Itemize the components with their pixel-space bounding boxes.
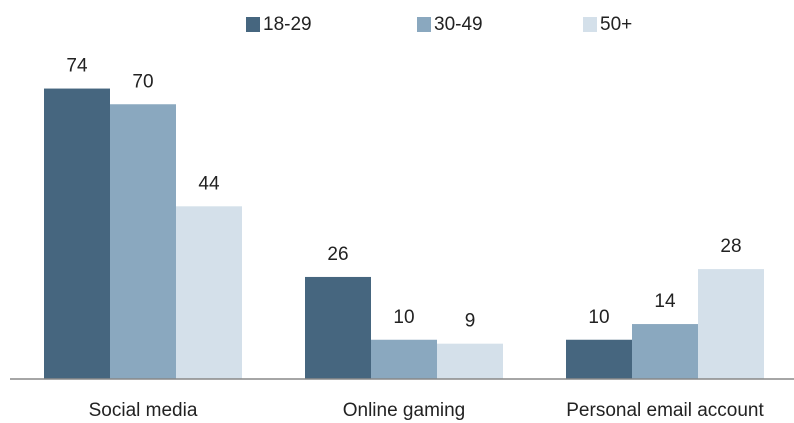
- data-label: 9: [465, 311, 476, 332]
- data-label: 28: [720, 236, 741, 257]
- x-tick-label: Online gaming: [343, 400, 466, 421]
- data-label: 44: [198, 173, 220, 194]
- data-label: 26: [327, 244, 348, 265]
- data-label: 10: [393, 307, 414, 328]
- x-tick-label: Social media: [89, 400, 198, 421]
- legend-swatch: [417, 17, 431, 32]
- data-label: 10: [588, 307, 609, 328]
- legend-label: 50+: [600, 14, 632, 35]
- x-tick-label: Personal email account: [566, 400, 764, 421]
- data-label: 14: [654, 291, 676, 312]
- bar: [566, 339, 632, 379]
- bar: [698, 269, 764, 379]
- legend-label: 18-29: [263, 14, 312, 35]
- legend-swatch: [246, 17, 260, 32]
- bar: [371, 339, 437, 379]
- bar: [176, 206, 242, 379]
- bar: [305, 276, 371, 379]
- bar: [110, 104, 176, 379]
- data-label: 74: [66, 56, 88, 77]
- bar: [44, 88, 110, 380]
- legend-label: 30-49: [434, 14, 483, 35]
- bar: [437, 343, 503, 379]
- legend-swatch: [583, 17, 597, 32]
- data-label: 70: [132, 71, 153, 92]
- bar: [632, 324, 698, 379]
